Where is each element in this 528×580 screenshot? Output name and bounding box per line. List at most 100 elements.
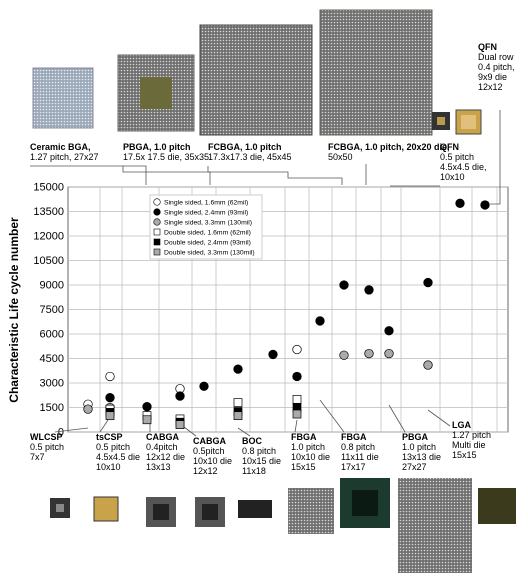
annotation: 0.5 pitch [30,442,64,452]
annotation: 12x12 [478,82,503,92]
annotation: 10x10 [96,462,121,472]
y-tick-label: 12000 [33,231,64,243]
data-point [481,201,490,210]
annotation: 10x10 die [291,452,330,462]
data-point [340,281,349,290]
data-point [176,421,184,429]
annotation: QFN [440,142,459,152]
y-tick-label: 9000 [40,280,64,292]
chart: Characteristic Life cycle number 0150030… [0,0,528,580]
annotation: 1.27 pitch [452,430,491,440]
data-point [424,361,433,370]
annotation: 9x9 die [478,72,507,82]
legend-marker [154,199,161,206]
data-point [424,278,433,287]
annotation: 12x12 [193,466,218,476]
annotation: LGA [452,420,471,430]
legend-label: Double sided, 1.6mm (62mil) [164,230,251,237]
annotation: 0.8 pitch [341,442,375,452]
data-point [293,410,301,418]
annotation: Multi die [452,440,486,450]
annotation: 11x11 die [341,452,379,462]
data-point [293,395,301,403]
annotation: Dual row [478,52,514,62]
annotation: 0.5pitch [193,446,225,456]
annotation: 1.27 pitch, 27x27 [30,152,99,162]
data-point [176,392,185,401]
legend-marker [154,219,161,226]
annotation: 27x27 [402,462,427,472]
annotation: 13x13 [146,462,171,472]
legend-label: Single sided, 1.6mm (62mil) [164,200,248,207]
legend-label: Double sided, 3.3mm (130mil) [164,250,255,257]
data-point [293,372,302,381]
annotation: 0.4pitch [146,442,178,452]
data-point [316,317,325,326]
annotation: 4.5x4.5 die, [440,162,487,172]
data-point [234,365,243,374]
data-point [234,399,242,407]
data-point [84,405,93,414]
y-tick-label: 10500 [33,255,64,267]
legend-marker [154,249,160,255]
annotation: 0.8 pitch [242,446,276,456]
y-tick-label: 4500 [40,353,64,365]
y-tick-label: 13500 [33,206,64,218]
y-axis-label: Characteristic Life cycle number [7,217,21,403]
leader-line [123,166,210,185]
annotation: 50x50 [328,152,353,162]
data-point [106,393,115,402]
annotation: BOC [242,436,263,446]
annotation: 4.5x4.5 die [96,452,140,462]
annotation: 15x15 [291,462,316,472]
legend-label: Double sided, 2.4mm (93mil) [164,240,251,247]
annotation: FCBGA, 1.0 pitch, 20x20 die, [328,142,450,152]
annotation: FBGA [341,432,367,442]
data-point [106,412,114,420]
data-point [106,372,115,381]
annotation: 17.5x 17.5 die, 35x35 [123,152,209,162]
y-tick-label: 3000 [40,378,64,390]
legend-marker [154,229,160,235]
annotation: PBGA, 1.0 pitch [123,142,191,152]
annotation: CABGA [193,436,226,446]
data-point [365,286,374,295]
data-point [234,412,242,420]
data-point [143,416,151,424]
y-tick-label: 6000 [40,329,64,341]
annotation: PBGA [402,432,429,442]
y-tick-label: 1500 [40,402,64,414]
data-point [340,351,349,360]
annotation: 11x18 [242,466,266,476]
annotation: 10x10 die [193,456,232,466]
data-point [143,402,152,411]
data-point [385,349,394,358]
annotation: 17x17 [341,462,366,472]
legend-marker [154,239,160,245]
data-point [456,199,465,208]
annotation: 0.4 pitch, [478,62,515,72]
annotation: FBGA [291,432,317,442]
annotation: 10x10 [440,172,465,182]
annotation: Ceramic BGA, [30,142,91,152]
annotation: 13x13 die [402,452,441,462]
annotation: WLCSP [30,432,63,442]
data-point [385,326,394,335]
annotation: 1.0 pitch [291,442,325,452]
annotation: 7x7 [30,452,45,462]
annotation: tsCSP [96,432,123,442]
legend-label: Single sided, 2.4mm (93mil) [164,210,248,217]
data-point [293,345,302,354]
legend-marker [154,209,161,216]
annotation: 0.5 pitch [440,152,474,162]
y-tick-label: 15000 [33,182,64,194]
annotation: 0.5 pitch [96,442,130,452]
annotation: 1.0 pitch [402,442,436,452]
annotation: QFN [478,42,497,52]
annotation: FCBGA, 1.0 pitch [208,142,282,152]
leader-line [208,166,342,185]
data-point [269,350,278,359]
data-point [365,349,374,358]
annotation: 12x12 die [146,452,185,462]
y-tick-label: 7500 [40,304,64,316]
